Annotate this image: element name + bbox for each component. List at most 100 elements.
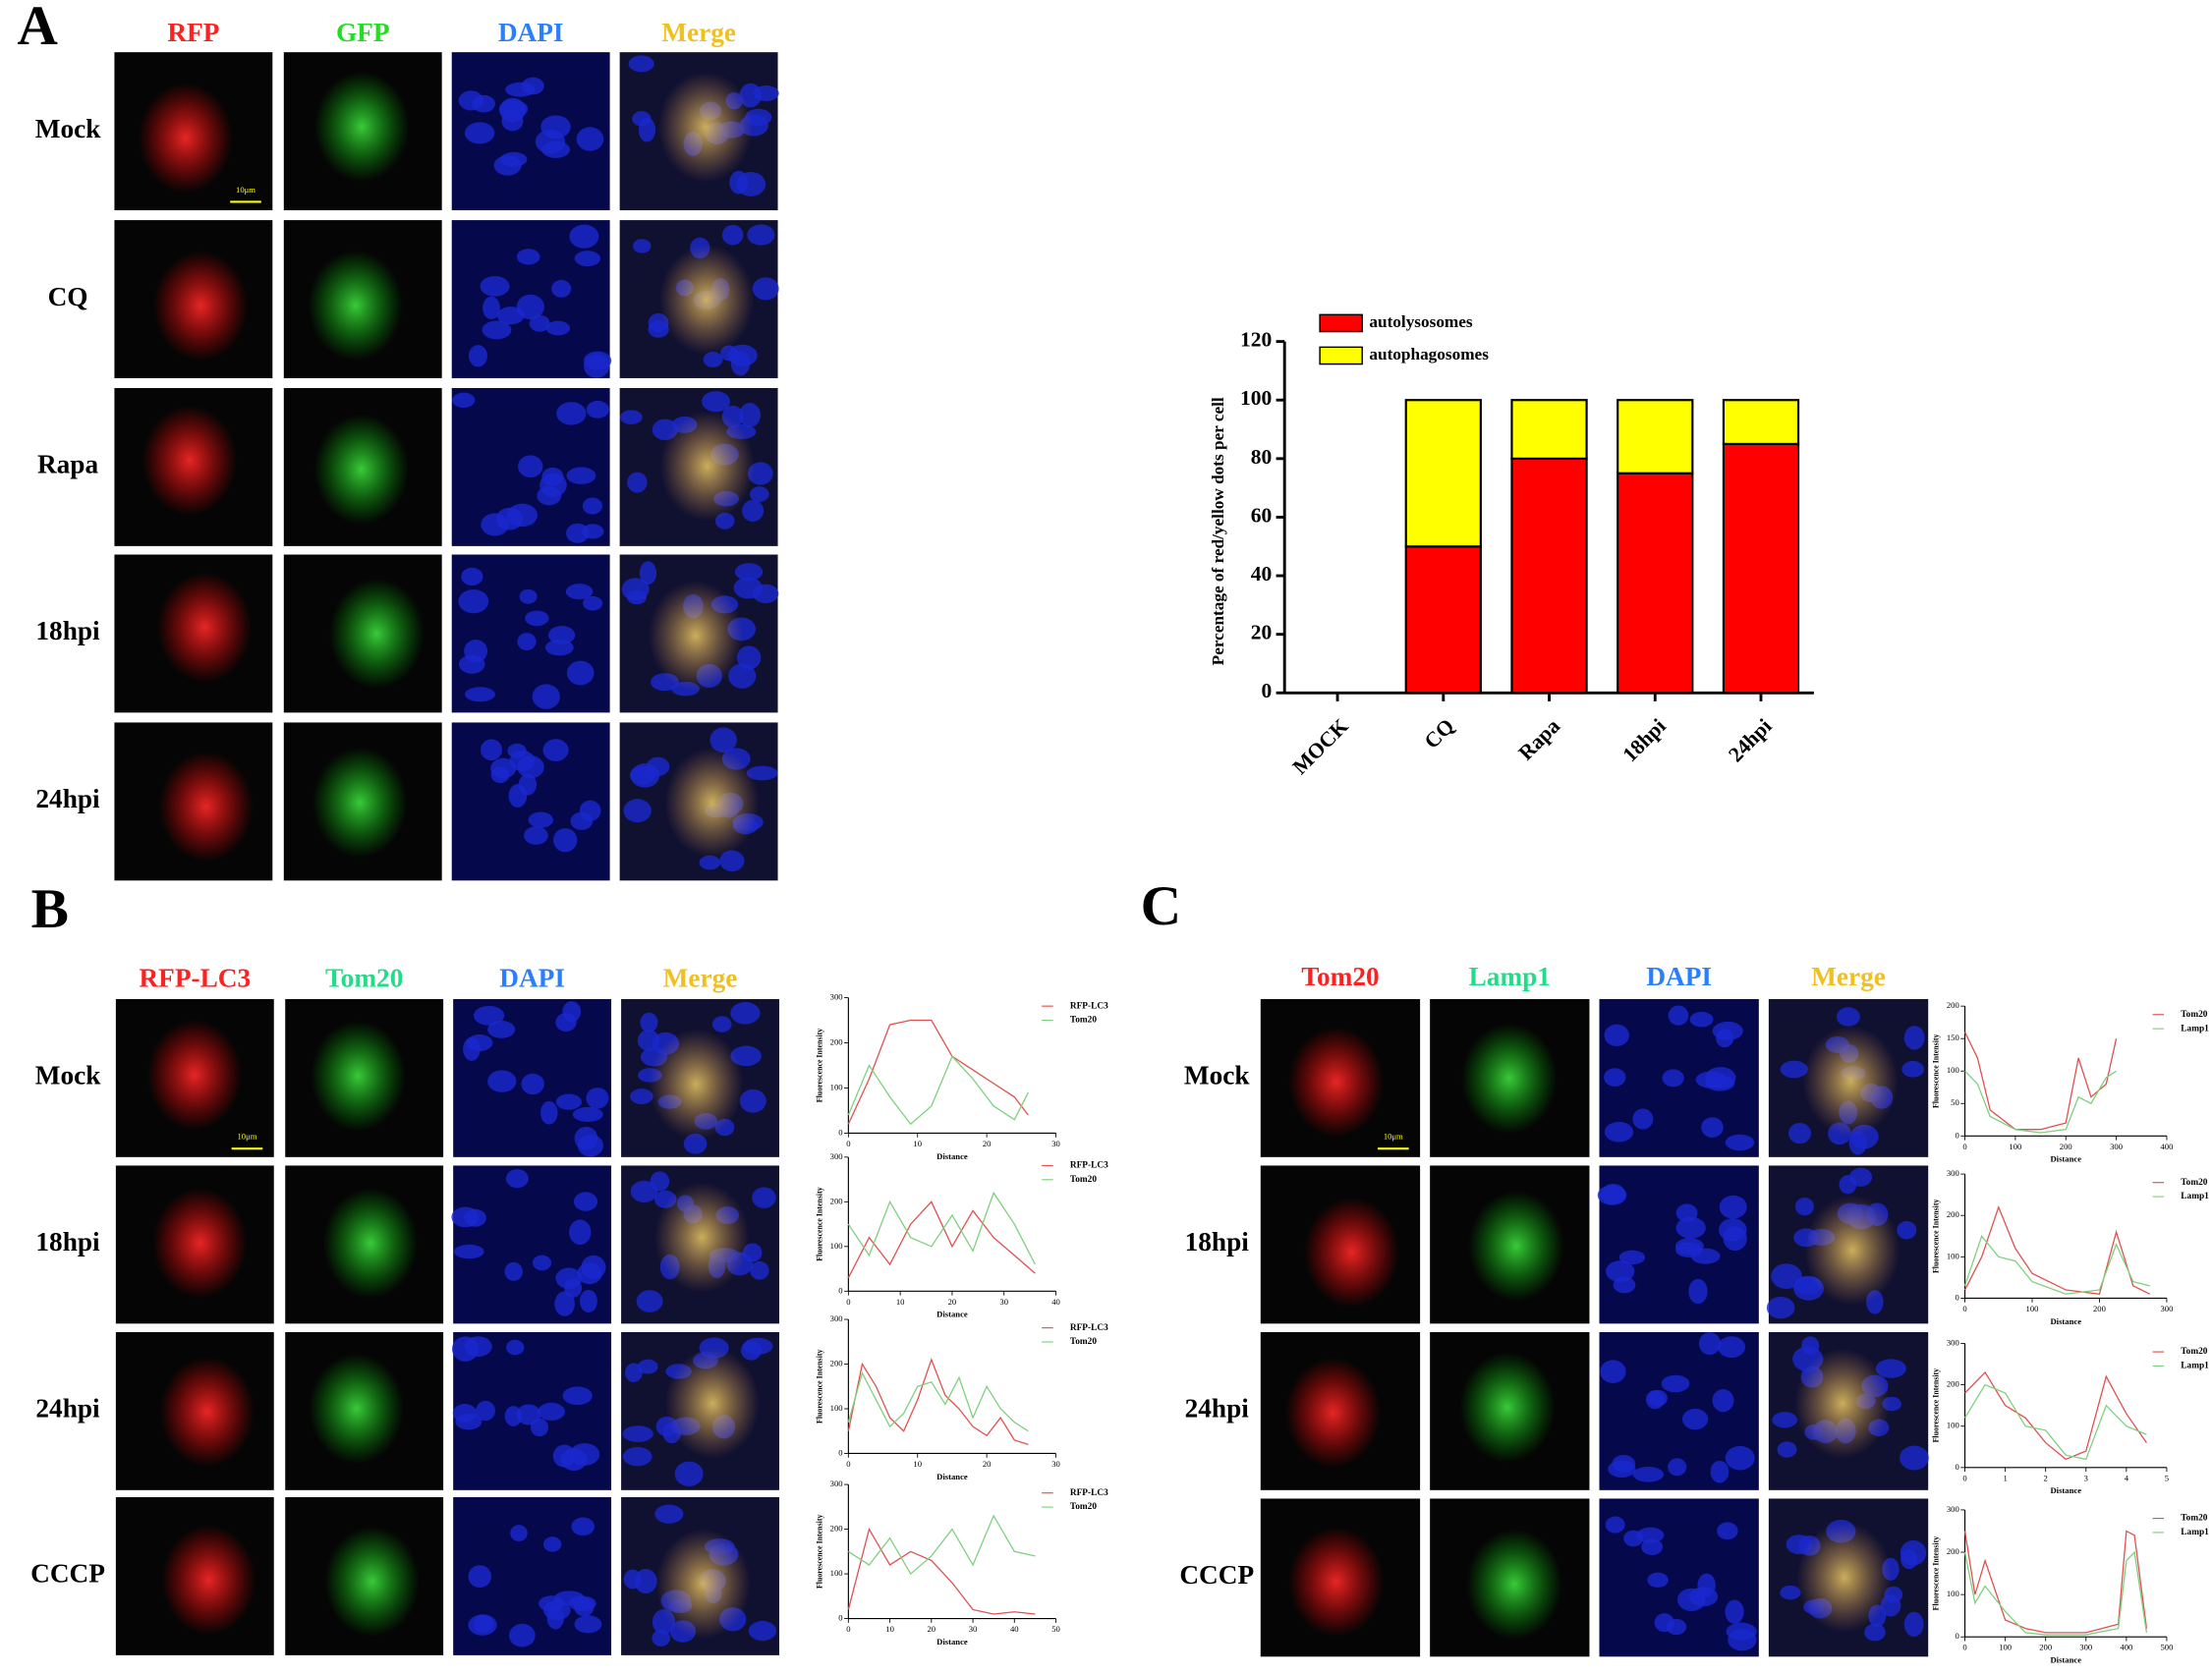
y-tick-label: 150	[1947, 1033, 1959, 1042]
y-tick-label: 100	[1947, 1589, 1959, 1598]
cell-signal	[655, 1528, 751, 1640]
x-tick-label: 20	[928, 1624, 936, 1634]
cell-signal	[1287, 1026, 1385, 1138]
y-tick-label: 300	[830, 1151, 843, 1161]
y-axis-label: Fluorescence Intensity	[1932, 1033, 1941, 1108]
nucleus	[742, 499, 765, 522]
cell-signal	[649, 1029, 744, 1140]
profile-line	[847, 1358, 1029, 1446]
y-tick-label: 20	[1251, 621, 1273, 644]
nucleus	[1647, 1572, 1669, 1588]
cell-signal	[658, 244, 755, 356]
nucleus	[752, 1187, 776, 1208]
profile-line	[1963, 1550, 2148, 1636]
nucleus	[509, 750, 536, 771]
bar-segment	[1510, 457, 1588, 695]
nucleus	[529, 314, 550, 332]
column-header: Lamp1	[1469, 962, 1551, 991]
cell-signal	[313, 71, 410, 183]
nucleus	[535, 129, 566, 154]
nucleus	[640, 1012, 658, 1033]
nucleus	[1719, 1195, 1747, 1219]
column-header: Merge	[663, 964, 738, 993]
profile-line	[847, 1019, 1029, 1125]
cell-signal	[308, 250, 403, 362]
nucleus	[1900, 1445, 1929, 1471]
nucleus	[1794, 1197, 1814, 1216]
x-tick-label: 100	[2026, 1304, 2039, 1313]
y-axis-label: Fluorescence Intensity	[815, 1349, 823, 1424]
y-tick-label: 0	[838, 1613, 842, 1623]
nucleus	[546, 1606, 564, 1630]
nucleus	[1725, 1134, 1755, 1151]
x-axis-label: Distance	[936, 1310, 968, 1319]
nucleus	[752, 277, 779, 301]
y-tick-label: 200	[830, 1358, 843, 1368]
x-tick-label: 30	[1051, 1459, 1060, 1469]
nucleus	[564, 1278, 583, 1298]
nucleus	[1606, 1260, 1635, 1283]
row-label: CCCP	[1179, 1560, 1254, 1590]
x-tick-label: 100	[2009, 1142, 2021, 1151]
nucleus	[628, 55, 654, 73]
nucleus	[553, 827, 578, 853]
nucleus	[1689, 1011, 1714, 1028]
cell-signal	[1303, 1197, 1400, 1309]
nucleus	[551, 279, 572, 298]
nucleus	[464, 122, 495, 144]
nucleus	[630, 1089, 653, 1104]
profile-line	[847, 1370, 1029, 1432]
nucleus	[730, 1001, 761, 1025]
nucleus	[740, 1340, 763, 1361]
nucleus	[540, 1100, 558, 1125]
nucleus	[734, 563, 764, 582]
nucleus	[525, 610, 549, 627]
nucleus	[654, 1504, 684, 1524]
column-header: Merge	[661, 18, 736, 47]
column-header: GFP	[336, 18, 390, 47]
x-tick-label: 50	[1051, 1624, 1060, 1634]
profile-line	[848, 1514, 1036, 1576]
x-tick-label: 4	[2125, 1473, 2129, 1482]
nucleus	[466, 1034, 493, 1051]
nucleus	[517, 633, 537, 651]
y-axis-label: Fluorescence Intensity	[815, 1187, 823, 1261]
y-tick-label: 200	[1947, 1000, 1959, 1010]
x-tick-label: 0	[1962, 1304, 1966, 1313]
cell-signal	[152, 1188, 248, 1299]
nucleus	[630, 1180, 658, 1202]
nucleus	[532, 1255, 552, 1271]
nucleus	[1777, 1441, 1797, 1458]
profile-line	[847, 1200, 1036, 1278]
nucleus	[473, 1614, 494, 1634]
cell-signal	[653, 1182, 750, 1293]
profile-line	[1963, 1204, 2151, 1295]
nucleus	[458, 654, 485, 674]
nucleus	[544, 640, 574, 656]
nucleus	[1618, 1250, 1646, 1265]
x-tick-label: 5	[2165, 1473, 2169, 1482]
cell-signal	[324, 1526, 420, 1638]
nucleus	[629, 765, 655, 785]
nucleus	[634, 1568, 657, 1594]
nucleus	[1718, 1336, 1746, 1359]
nucleus	[528, 811, 554, 828]
bar-segment	[1616, 472, 1694, 695]
row-label: Mock	[35, 114, 101, 143]
nucleus	[721, 224, 744, 246]
profile-line	[847, 1055, 1029, 1126]
x-tick-label: 10	[885, 1624, 894, 1634]
nucleus	[468, 1565, 492, 1589]
nucleus	[583, 595, 603, 611]
cell-signal	[329, 578, 425, 690]
nucleus	[1772, 1412, 1798, 1428]
row-label: CQ	[48, 282, 88, 311]
cell-signal	[664, 1348, 761, 1459]
y-tick-label: 200	[1947, 1546, 1959, 1556]
legend-label: RFP-LC3	[1070, 1161, 1108, 1171]
nucleus	[650, 1171, 670, 1192]
nucleus	[623, 799, 652, 823]
row-label: 18hpi	[35, 616, 100, 645]
nucleus	[542, 1536, 562, 1552]
x-tick-label: 0	[1962, 1473, 1966, 1482]
